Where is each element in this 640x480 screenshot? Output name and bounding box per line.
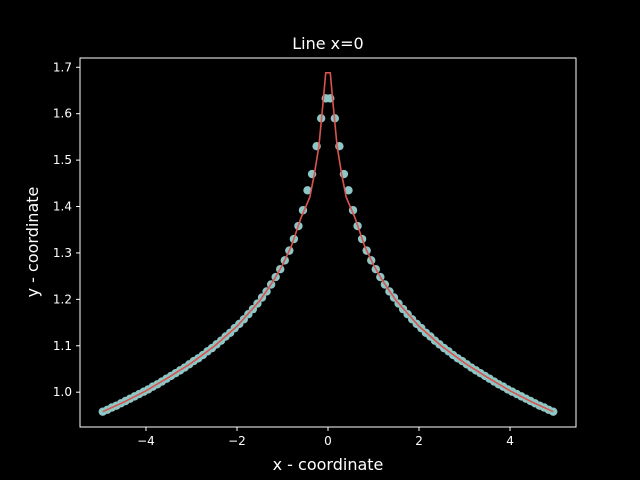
y-tick-label: 1.6: [53, 107, 72, 121]
x-tick-label: 2: [415, 434, 423, 448]
y-tick-label: 1.5: [53, 153, 72, 167]
y-axis-label: y - coordinate: [23, 187, 42, 298]
y-tick-label: 1.3: [53, 246, 72, 260]
series-line: [102, 72, 554, 413]
x-tick-label: 0: [324, 434, 332, 448]
y-tick-label: 1.0: [53, 385, 72, 399]
x-tick-label: 4: [506, 434, 514, 448]
y-tick-label: 1.2: [53, 292, 72, 306]
plot-area: [98, 72, 558, 416]
axis-ticks: −4 −2 0 2 4 1.0 1.1 1.2 1.3 1.4 1.5 1.6 1.7: [53, 60, 514, 448]
y-tick-label: 1.4: [53, 200, 72, 214]
x-tick-label: −2: [228, 434, 246, 448]
y-tick-label: 1.7: [53, 60, 72, 74]
y-tick-label: 1.1: [53, 339, 72, 353]
chart-title: Line x=0: [292, 34, 363, 53]
x-tick-label: −4: [137, 434, 155, 448]
data-point: [344, 186, 353, 195]
data-point: [303, 186, 312, 195]
x-axis-label: x - coordinate: [273, 455, 384, 474]
